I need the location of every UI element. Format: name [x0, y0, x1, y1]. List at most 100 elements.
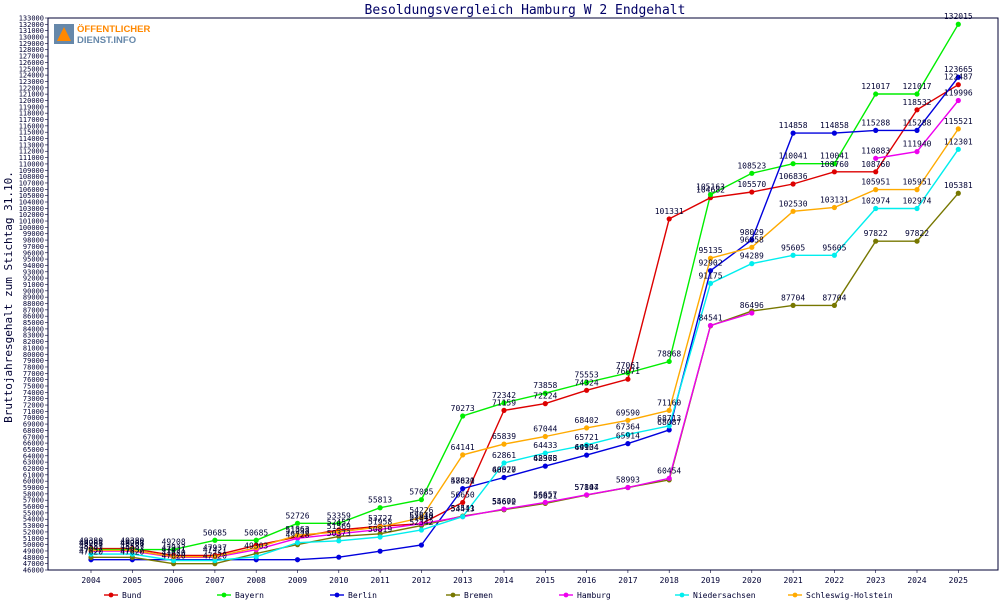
data-label: 121017 — [903, 82, 932, 91]
data-label: 47421 — [162, 545, 186, 554]
data-label: 62861 — [492, 451, 516, 460]
data-label: 97822 — [864, 229, 888, 238]
data-label: 58993 — [616, 476, 640, 485]
data-point-niedersachsen — [831, 252, 838, 258]
data-label: 50819 — [368, 525, 392, 534]
x-tick-labels: 2004 2005 2006 2007 2008 2009 2010 2011 2012 2013… — [81, 570, 968, 585]
data-label: 84541 — [698, 313, 722, 322]
data-label: 68402 — [575, 416, 599, 425]
data-label: 108760 — [820, 160, 849, 169]
y-tick-label: 58000 — [23, 490, 44, 498]
data-point-bremen — [873, 238, 879, 244]
data-label: 64104 — [575, 443, 599, 452]
data-label: 57104 — [575, 483, 599, 492]
data-point-schleswig-holstein — [129, 547, 135, 553]
data-label: 112301 — [944, 137, 973, 146]
y-tick-label: 94000 — [23, 262, 44, 270]
data-point-bayern — [584, 379, 590, 386]
x-tick-label: 2016 — [577, 576, 596, 585]
x-tick-label: 2012 — [412, 576, 431, 585]
y-tick-label: 50000 — [23, 541, 44, 549]
y-tick-label: 82000 — [23, 338, 44, 346]
y-tick-label: 115000 — [19, 129, 44, 137]
data-label: 77061 — [616, 361, 640, 370]
data-point-bund — [831, 169, 838, 175]
data-point-bund — [625, 376, 631, 382]
data-label: 102530 — [779, 199, 808, 208]
data-label: 110041 — [820, 152, 849, 161]
y-tick-label: 107000 — [19, 179, 44, 187]
y-tick-label: 65000 — [23, 446, 44, 454]
data-point-hamburg — [749, 310, 755, 316]
x-tick-label: 2005 — [123, 576, 142, 585]
y-tick-label: 114000 — [19, 135, 44, 143]
y-tick-label: 124000 — [19, 72, 44, 80]
legend-label-berlin: Berlin — [348, 591, 377, 600]
data-point-niedersachsen — [336, 538, 342, 544]
y-tick-label: 126000 — [19, 59, 44, 67]
legend: Bund Bayern Berlin Bremen Hamburg Niedersachs… — [104, 591, 893, 600]
data-point-bund — [666, 216, 672, 222]
data-point-niedersachsen — [501, 460, 507, 466]
y-tick-label: 59000 — [23, 484, 44, 492]
data-label: 95605 — [822, 243, 846, 252]
y-tick-label: 89000 — [23, 294, 44, 302]
data-label: 54672 — [492, 498, 516, 507]
data-label: 105163 — [696, 183, 725, 192]
data-point-bund — [873, 169, 879, 175]
y-tick-label: 63000 — [23, 459, 44, 467]
data-label: 50685 — [244, 528, 268, 537]
data-point-schleswig-holstein — [831, 204, 838, 211]
data-point-bremen — [831, 302, 838, 308]
y-tick-label: 72000 — [23, 402, 44, 410]
data-label: 48587 — [120, 542, 144, 551]
data-point-bayern — [501, 400, 507, 406]
x-tick-label: 2011 — [370, 576, 389, 585]
data-label: 110883 — [861, 146, 890, 155]
legend-marker-schleswig-holstein — [792, 592, 798, 598]
y-tick-label: 53000 — [23, 522, 44, 530]
data-label: 86496 — [740, 301, 764, 310]
y-tick-label: 92000 — [23, 275, 44, 283]
data-label: 67044 — [533, 424, 557, 433]
series-line-bund — [91, 84, 959, 557]
data-point-berlin — [914, 127, 920, 133]
y-tick-label: 133000 — [19, 15, 44, 23]
data-label: 103131 — [820, 196, 849, 205]
data-point-schleswig-holstein — [955, 126, 961, 132]
data-label: 53541 — [451, 504, 475, 513]
series-line-schleswig-holstein — [91, 128, 959, 558]
y-tick-label: 73000 — [23, 395, 44, 403]
data-label: 119996 — [944, 89, 973, 98]
data-label: 94289 — [740, 252, 764, 261]
data-point-bayern — [460, 413, 466, 419]
y-tick-label: 102000 — [19, 211, 44, 219]
x-tick-label: 2018 — [660, 576, 679, 585]
data-label: 47620 — [120, 548, 144, 557]
y-tick-label: 90000 — [23, 287, 44, 295]
data-point-bund — [749, 189, 755, 195]
data-point-niedersachsen — [873, 205, 879, 212]
data-point-bund — [460, 499, 466, 506]
data-point-berlin — [749, 237, 755, 243]
x-tick-label: 2017 — [618, 576, 637, 585]
y-tick-label: 112000 — [19, 148, 44, 156]
data-point-hamburg — [584, 492, 590, 498]
data-point-schleswig-holstein — [749, 244, 755, 250]
data-label: 115521 — [944, 117, 973, 126]
data-label: 47620 — [79, 548, 103, 557]
y-tick-label: 121000 — [19, 91, 44, 99]
data-label: 87704 — [781, 293, 805, 302]
data-point-berlin — [790, 130, 796, 136]
y-tick-label: 99000 — [23, 230, 44, 238]
data-label: 105951 — [903, 178, 932, 187]
x-tick-label: 2014 — [494, 576, 513, 585]
data-point-schleswig-holstein — [625, 417, 631, 423]
data-point-schleswig-holstein — [873, 187, 879, 193]
data-point-bayern — [171, 547, 177, 553]
y-tick-label: 85000 — [23, 319, 44, 327]
data-label: 114858 — [820, 121, 849, 130]
data-point-bund — [914, 107, 920, 113]
data-label: 57085 — [409, 488, 433, 497]
data-point-bremen — [914, 238, 920, 244]
